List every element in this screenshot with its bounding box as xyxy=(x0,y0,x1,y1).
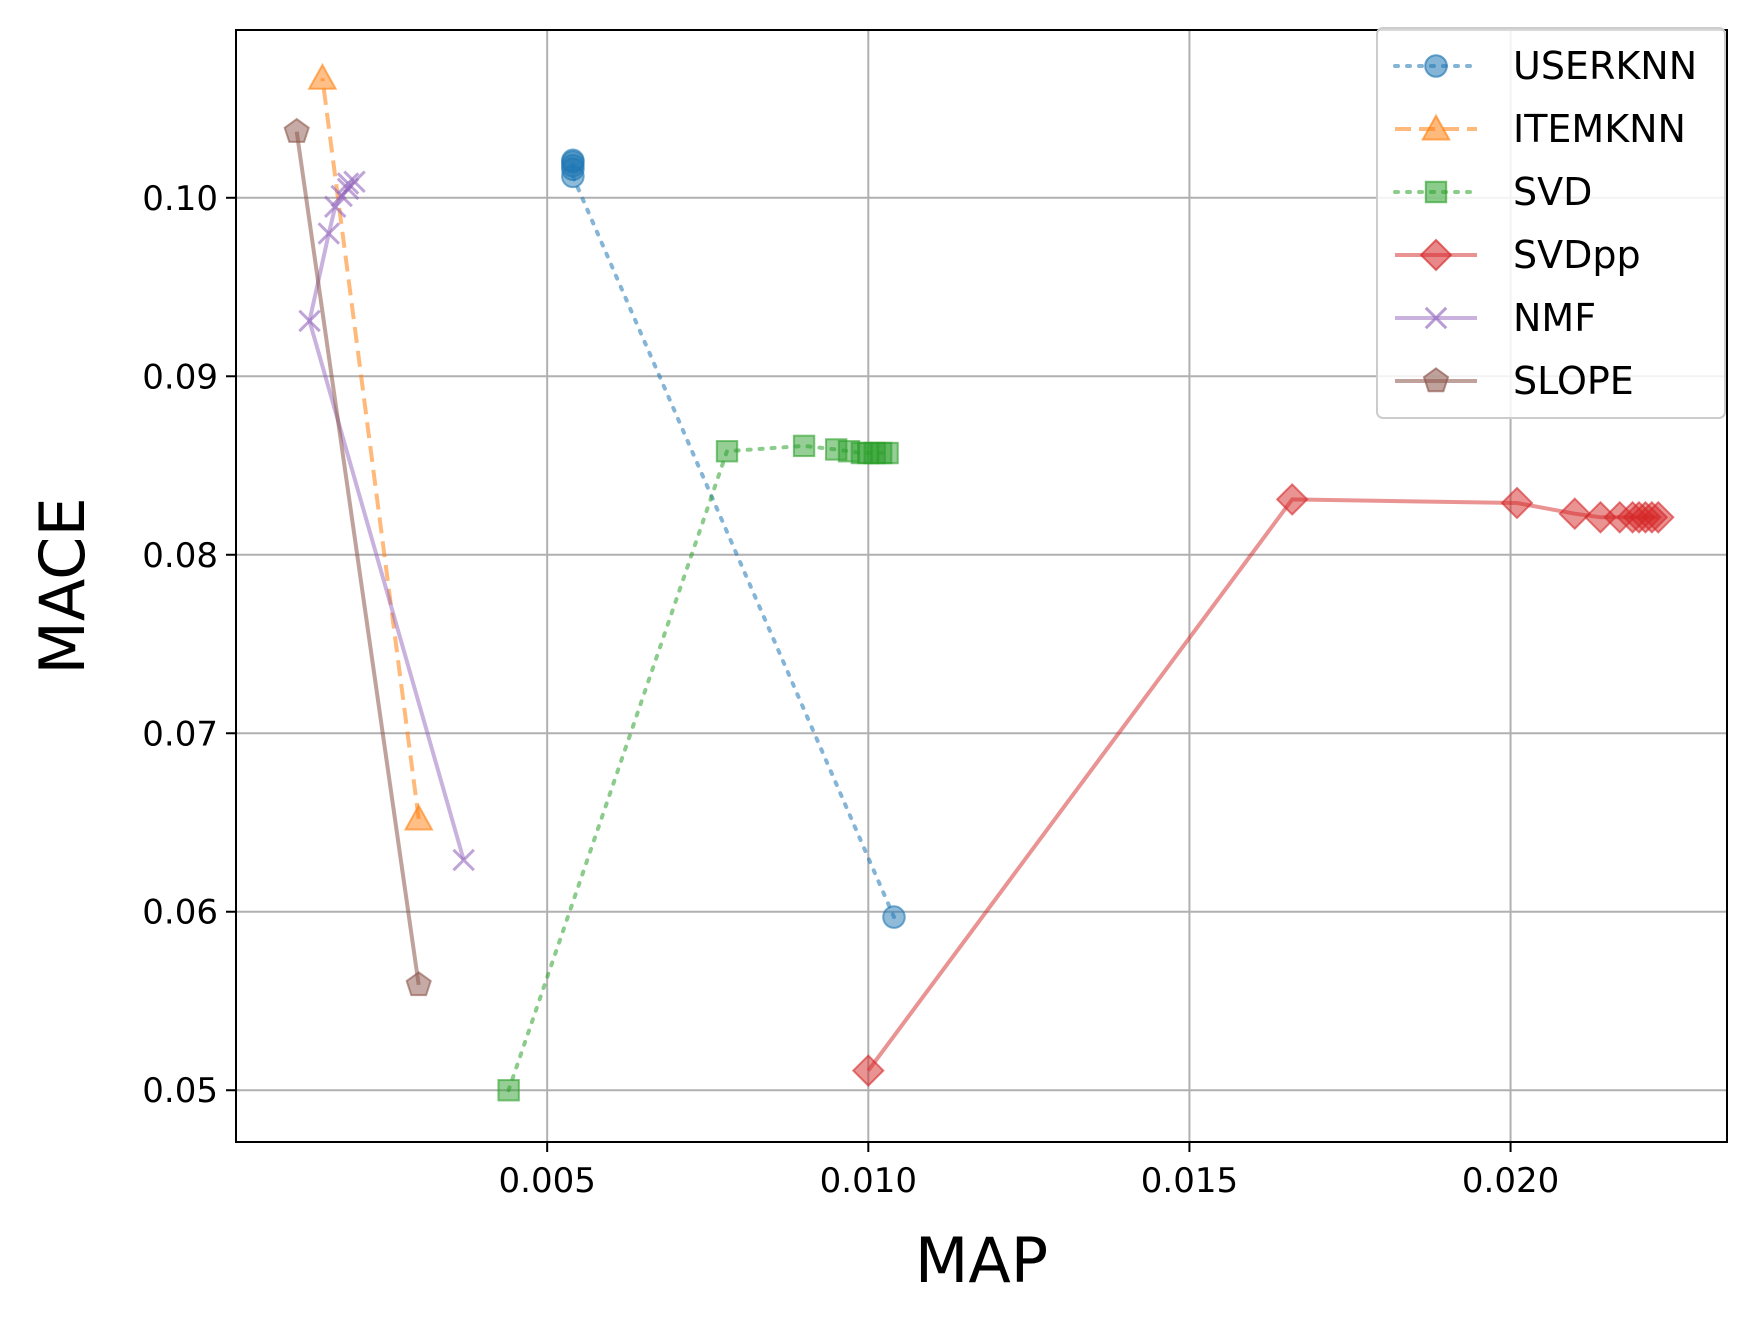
y-tick-label: 0.08 xyxy=(142,536,218,576)
plot-frame xyxy=(235,29,1728,1143)
data-point xyxy=(715,440,739,463)
legend-item-userknn: USERKNN xyxy=(1393,44,1697,88)
series-itemknn xyxy=(307,62,434,831)
y-axis: 0.05 0.06 0.07 0.08 0.09 0.10 xyxy=(142,179,236,1111)
series-userknn xyxy=(561,148,906,929)
legend-marker xyxy=(1419,238,1453,272)
series-svd xyxy=(497,434,899,1102)
data-point xyxy=(323,195,347,218)
series-line xyxy=(866,497,1659,1072)
legend-label: SVD xyxy=(1513,170,1592,214)
data-point xyxy=(298,309,321,333)
data-point xyxy=(336,172,360,195)
legend-marker xyxy=(1422,367,1450,393)
legend: USERKNN ITEMKNN SVD SVDpp NMF SLOPE xyxy=(1376,27,1726,419)
legend-label: ITEMKNN xyxy=(1513,107,1686,151)
series-line xyxy=(320,77,421,820)
data-point xyxy=(561,148,585,173)
legend-marker xyxy=(1424,180,1448,204)
data-point xyxy=(1641,500,1675,534)
data-point xyxy=(317,222,341,245)
y-tick-label: 0.09 xyxy=(142,357,218,397)
legend-label: NMF xyxy=(1513,296,1596,340)
data-point xyxy=(452,848,475,872)
legend-item-svd: SVD xyxy=(1393,170,1592,214)
data-point xyxy=(307,62,338,90)
x-axis-title: MAP xyxy=(915,1224,1048,1297)
series-line xyxy=(570,158,896,920)
x-axis: 0.005 0.010 0.015 0.020 xyxy=(499,1142,1559,1201)
x-tick-label: 0.010 xyxy=(820,1161,917,1201)
data-point xyxy=(1558,497,1592,531)
legend-item-itemknn: ITEMKNN xyxy=(1395,107,1686,151)
legend-label: SVDpp xyxy=(1513,233,1641,277)
data-point xyxy=(1275,483,1309,516)
legend-label: USERKNN xyxy=(1513,44,1697,88)
y-tick-label: 0.05 xyxy=(142,1071,218,1111)
data-point xyxy=(405,971,432,997)
data-point xyxy=(497,1079,520,1102)
y-tick-label: 0.07 xyxy=(142,714,218,754)
data-point xyxy=(851,1054,885,1088)
y-tick-label: 0.06 xyxy=(142,893,218,933)
data-point xyxy=(882,905,906,929)
data-point xyxy=(792,434,816,458)
series-line xyxy=(506,443,890,1093)
series-line xyxy=(294,131,421,986)
series-nmf xyxy=(298,170,475,872)
series-layer xyxy=(283,62,1675,1102)
data-point xyxy=(403,803,434,831)
data-point xyxy=(1500,486,1534,520)
data-point xyxy=(283,117,310,143)
legend-marker xyxy=(1424,306,1448,330)
legend-item-nmf: NMF xyxy=(1395,296,1596,340)
x-tick-label: 0.015 xyxy=(1141,1161,1238,1201)
legend-box xyxy=(1376,27,1726,419)
legend-item-slope: SLOPE xyxy=(1395,359,1634,403)
legend-marker xyxy=(1421,113,1451,141)
data-point xyxy=(876,441,899,465)
legend-label: SLOPE xyxy=(1513,359,1634,403)
y-tick-label: 0.10 xyxy=(142,179,218,219)
x-tick-label: 0.005 xyxy=(499,1161,596,1201)
legend-item-svdpp: SVDpp xyxy=(1395,233,1641,277)
legend-marker xyxy=(1424,54,1448,78)
series-slope xyxy=(283,117,432,997)
x-tick-label: 0.020 xyxy=(1462,1161,1559,1201)
data-point xyxy=(343,170,366,193)
series-svdpp xyxy=(851,483,1675,1088)
y-axis-title: MACE xyxy=(26,497,99,674)
